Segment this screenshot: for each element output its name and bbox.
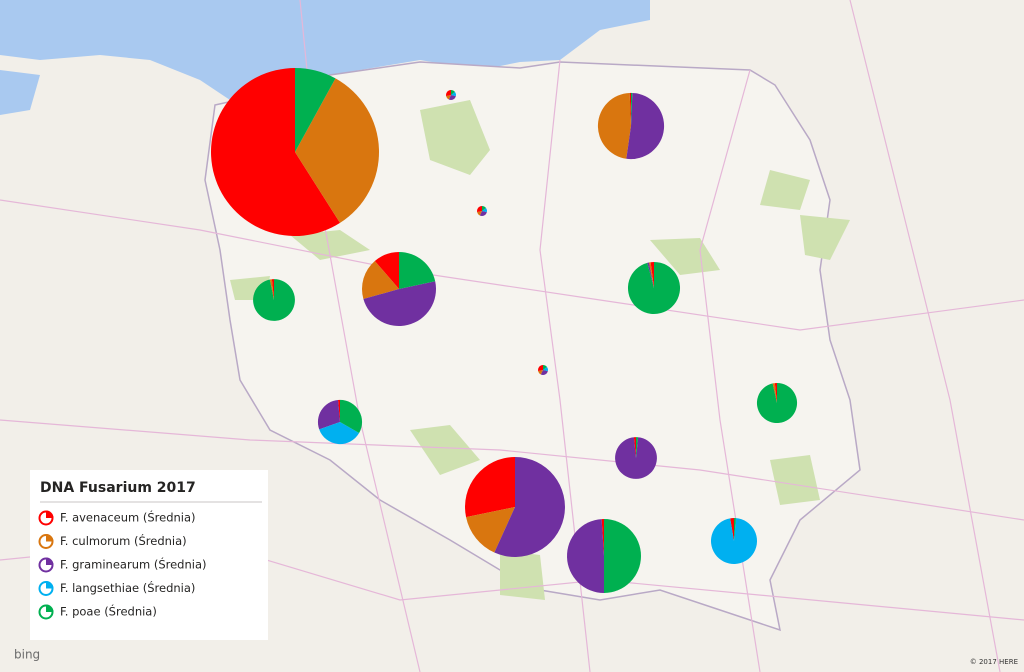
pie-slice <box>627 261 681 315</box>
pie-slice <box>317 400 340 430</box>
pie-slice <box>362 261 399 300</box>
legend-label: F. graminearum (Średnia) <box>60 557 207 572</box>
legend-label: F. avenaceum (Średnia) <box>60 510 196 525</box>
pie-slice <box>543 366 548 372</box>
pie-slice <box>482 206 486 211</box>
pie-slice <box>734 517 736 541</box>
pie-slice <box>710 518 758 565</box>
pie-slice <box>629 92 631 126</box>
pies <box>211 68 798 593</box>
pie-slice <box>451 91 456 97</box>
pie-slice <box>772 383 777 403</box>
pie-slice <box>774 382 777 403</box>
pie-slice <box>494 457 565 557</box>
pie-slice <box>295 78 379 223</box>
pie-slice <box>477 206 482 213</box>
pie-slice <box>446 90 451 97</box>
legend-label: F. culmorum (Średnia) <box>60 533 187 548</box>
pie-slice <box>538 370 543 375</box>
pie-slice <box>479 211 487 216</box>
legend-icon-slice <box>46 581 54 589</box>
pie-slice <box>337 399 340 422</box>
pie-slice <box>319 422 360 445</box>
pie-slice <box>482 207 487 213</box>
legend-icon-slice <box>46 557 54 565</box>
legend-icon-slice <box>46 604 54 612</box>
pie-slice <box>363 281 436 326</box>
pie-slice <box>466 507 515 553</box>
legend-box <box>30 470 268 640</box>
legend-icon-slice <box>46 510 54 518</box>
pie-slice <box>730 517 734 541</box>
pie-slice <box>271 279 274 300</box>
bing-logo: bing <box>14 648 40 662</box>
pie-slice <box>540 370 548 375</box>
pie-slice <box>538 365 543 372</box>
pie-slice <box>295 68 336 152</box>
pie-slice <box>756 382 798 424</box>
pie-slice <box>448 95 456 100</box>
legend-label: F. poae (Średnia) <box>60 604 157 619</box>
pie-slice <box>451 90 455 95</box>
legend-title: DNA Fusarium 2017 <box>40 480 196 496</box>
pie-slice <box>636 437 639 458</box>
pie-slice <box>633 437 636 458</box>
pie-slice <box>597 92 631 159</box>
pie-slice <box>647 262 654 288</box>
legend-label: F. langsethiae (Średnia) <box>60 580 195 595</box>
copyright: © 2017 HERE <box>970 658 1018 666</box>
pie-slice <box>631 92 633 126</box>
pie-slice <box>543 365 547 370</box>
pie-slice <box>601 519 604 556</box>
legend-icon-slice <box>46 534 54 542</box>
legend: F. avenaceum (Średnia) F. culmorum (Średn… <box>38 510 207 620</box>
pie-slice <box>269 279 274 300</box>
pie-slice <box>604 519 641 593</box>
pie-slice <box>615 437 657 479</box>
pie-slice <box>374 252 399 289</box>
pie-slice <box>477 211 482 216</box>
pie-slice <box>650 261 654 288</box>
pie-slice <box>626 92 665 160</box>
pie-slice <box>340 399 363 434</box>
pie-slice <box>567 519 604 593</box>
pie-slice <box>465 457 515 518</box>
pie-slice <box>446 95 451 100</box>
pie-slice <box>648 262 654 288</box>
pie-slice <box>399 252 436 289</box>
pie-slice <box>253 279 295 321</box>
pie-slice <box>211 68 341 236</box>
